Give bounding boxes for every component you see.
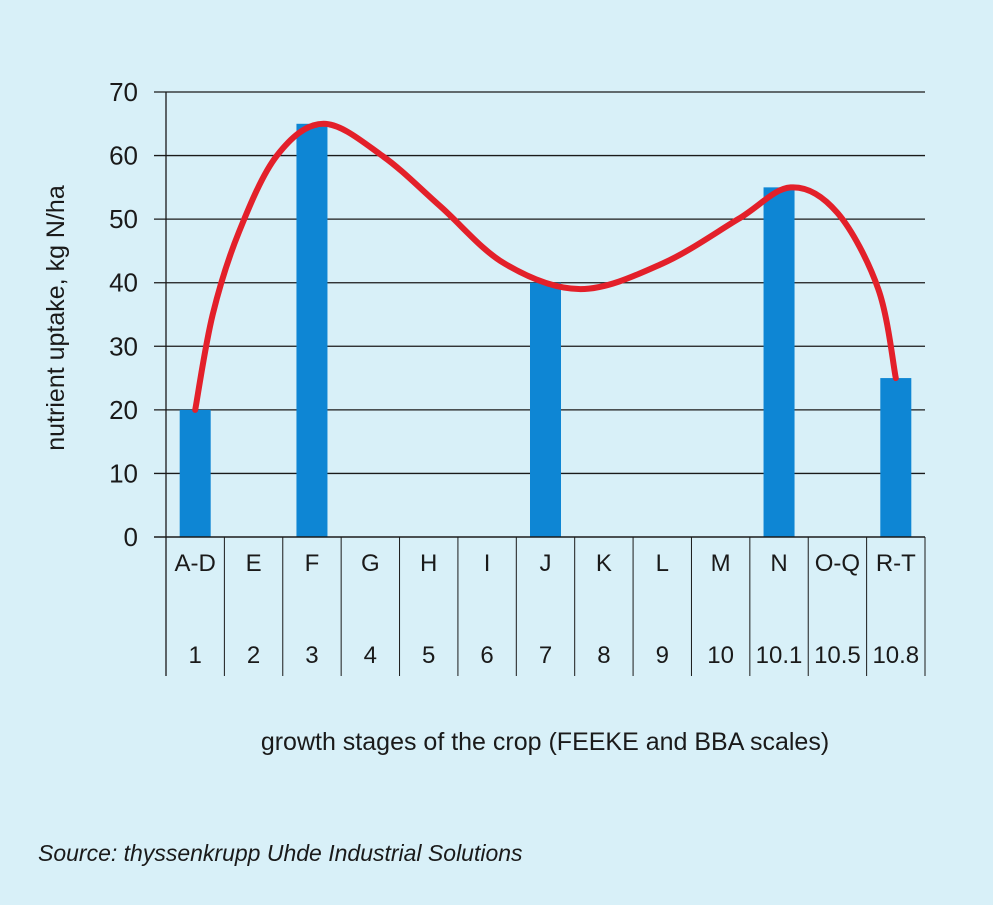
bar-r-t [880,378,912,537]
y-tick-10: 10 [109,458,138,488]
x-category-f: F [305,550,320,577]
category-table: A-D E F G H I J K L M N O-Q R-T 1 2 3 4 5 6 7 8 9 10 10.1 10.5 10… [175,537,926,676]
bar-a-d [179,409,211,537]
y-tick-70: 70 [109,77,138,107]
x-category-e: E [246,550,262,577]
uptake-curve [192,120,899,413]
x-stage-2: 2 [247,642,260,669]
x-category-a-d: A-D [175,550,216,577]
x-stage-7: 7 [539,642,552,669]
x-stage-9: 9 [656,642,669,669]
source-note: Source: thyssenkrupp Uhde Industrial Sol… [38,840,523,866]
x-stage-5: 5 [422,642,435,669]
x-category-g: G [361,550,380,577]
x-stage-1: 1 [189,642,202,669]
x-category-i: I [484,550,491,577]
x-category-j: J [540,550,552,577]
y-axis-label: nutrient uptake, kg N/ha [42,185,70,451]
x-category-o-q: O-Q [815,550,860,577]
x-stage-10: 10 [707,642,734,669]
x-category-r-t: R-T [876,550,916,577]
x-stage-10-1: 10.1 [756,642,803,669]
bar-f [296,123,328,538]
x-stage-10-8: 10.8 [872,642,919,669]
x-category-n: N [770,550,787,577]
x-stage-4: 4 [364,642,377,669]
x-category-h: H [420,550,437,577]
x-stage-8: 8 [597,642,610,669]
x-category-m: M [711,550,731,577]
y-tick-30: 30 [109,331,138,361]
x-stage-10-5: 10.5 [814,642,861,669]
x-axis-label: growth stages of the crop (FEEKE and BBA… [261,728,829,756]
x-category-k: K [596,550,612,577]
bar-j [530,282,561,537]
x-stage-3: 3 [305,642,318,669]
x-category-l: L [656,550,669,577]
bars [179,123,912,538]
bar-n [763,187,795,537]
y-tick-60: 60 [109,141,138,171]
y-tick-labels: 0 10 20 30 40 50 60 70 [109,77,138,552]
y-tick-0: 0 [124,522,138,552]
x-stage-6: 6 [480,642,493,669]
trend-curve [192,120,899,413]
y-tick-40: 40 [109,268,138,298]
y-tick-20: 20 [109,395,138,425]
y-tick-50: 50 [109,204,138,234]
